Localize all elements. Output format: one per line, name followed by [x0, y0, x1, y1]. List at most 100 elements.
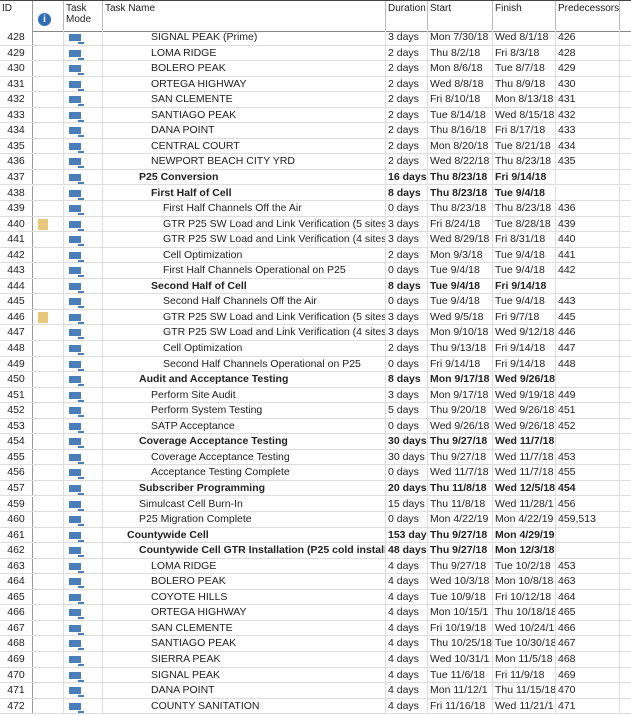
start-cell[interactable]: Thu 11/8/18 — [428, 496, 493, 512]
indicator-cell[interactable] — [33, 45, 64, 61]
table-row[interactable]: 438 First Half of Cell 8 days Thu 8/23/18 Tu… — [0, 185, 631, 202]
indicator-cell[interactable] — [33, 30, 64, 45]
table-row[interactable]: 428 SIGNAL PEAK (Prime) 3 days Mon 7/30/18 W… — [0, 30, 631, 46]
duration-cell[interactable]: 8 days — [386, 278, 428, 294]
finish-cell[interactable]: Fri 8/3/18 — [493, 45, 556, 61]
predecessors-cell[interactable]: 446 — [556, 325, 620, 340]
extra-cell[interactable] — [620, 294, 631, 309]
extra-cell[interactable] — [620, 77, 631, 92]
task-name-cell[interactable]: Cell Optimization — [103, 247, 386, 263]
table-row[interactable]: 467 SAN CLEMENTE 4 days Fri 10/19/18 Wed 10/… — [0, 620, 631, 637]
task-mode-cell[interactable] — [64, 683, 103, 698]
indicator-cell[interactable] — [33, 636, 64, 651]
start-cell[interactable]: Mon 11/12/1 — [428, 683, 493, 698]
indicator-cell[interactable] — [33, 667, 64, 683]
finish-cell[interactable]: Wed 9/12/18 — [495, 325, 556, 340]
predecessors-cell[interactable]: 471 — [556, 698, 620, 714]
duration-cell[interactable]: 0 days — [386, 294, 428, 309]
duration-cell[interactable]: 2 days — [386, 138, 428, 154]
task-name-cell[interactable]: COUNTY SANITATION — [103, 698, 386, 714]
start-cell[interactable]: Fri 9/14/18 — [428, 356, 493, 372]
duration-cell[interactable]: 0 days — [386, 356, 428, 372]
duration-cell[interactable]: 153 days — [388, 527, 428, 543]
extra-cell[interactable] — [620, 357, 631, 372]
id-cell[interactable]: 465 — [0, 589, 33, 605]
predecessors-cell[interactable] — [556, 185, 620, 201]
start-cell[interactable]: Thu 9/27/18 — [428, 434, 493, 449]
task-mode-cell[interactable] — [64, 465, 103, 480]
table-row[interactable]: 448 Cell Optimization 2 days Thu 9/13/18 Fri… — [0, 341, 631, 357]
finish-cell[interactable]: Mon 4/22/19 — [493, 512, 556, 527]
id-cell[interactable]: 451 — [0, 387, 33, 403]
extra-cell[interactable] — [620, 559, 631, 574]
table-row[interactable]: 465 COYOTE HILLS 4 days Tue 10/9/18 Fri 10/1… — [0, 589, 631, 606]
extra-cell[interactable] — [620, 217, 631, 232]
table-row[interactable]: 435 CENTRAL COURT 2 days Mon 8/20/18 Tue 8/2… — [0, 138, 631, 155]
table-row[interactable]: 451 Perform Site Audit 3 days Mon 9/17/18 We… — [0, 387, 631, 404]
table-row[interactable]: 429 LOMA RIDGE 2 days Thu 8/2/18 Fri 8/3/18 4… — [0, 45, 631, 62]
start-cell[interactable]: Mon 8/20/18 — [428, 138, 493, 154]
id-cell[interactable]: 469 — [0, 652, 33, 667]
indicator-cell[interactable] — [33, 201, 64, 216]
task-name-cell[interactable]: Countywide Cell GTR Installation (P25 co… — [103, 543, 386, 558]
task-name-cell[interactable]: P25 Migration Complete — [103, 512, 386, 527]
finish-cell[interactable]: Fri 9/14/18 — [493, 169, 556, 185]
start-cell[interactable]: Mon 10/15/1 — [428, 605, 493, 620]
table-row[interactable]: 454 Coverage Acceptance Testing 30 days Thu… — [0, 434, 631, 450]
extra-cell[interactable] — [620, 92, 631, 107]
finish-cell[interactable]: Wed 8/1/18 — [493, 30, 556, 45]
duration-cell[interactable]: 0 days — [386, 512, 428, 527]
id-cell[interactable]: 459 — [0, 496, 33, 512]
finish-cell[interactable]: Wed 12/5/18 — [495, 480, 556, 496]
predecessors-cell[interactable]: 430 — [556, 76, 620, 92]
predecessors-cell[interactable]: 433 — [556, 123, 620, 138]
duration-cell[interactable]: 4 days — [386, 683, 428, 698]
indicator-cell[interactable] — [33, 263, 64, 278]
extra-cell[interactable] — [620, 590, 631, 605]
start-cell[interactable]: Tue 10/9/18 — [428, 589, 493, 605]
start-cell[interactable]: Wed 8/22/18 — [428, 154, 493, 169]
table-row[interactable]: 433 SANTIAGO PEAK 2 days Tue 8/14/18 Wed 8/1… — [0, 107, 631, 124]
predecessors-cell[interactable]: 434 — [556, 138, 620, 154]
table-row[interactable]: 450 Audit and Acceptance Testing 8 days Mon… — [0, 372, 631, 388]
indicator-cell[interactable] — [33, 123, 64, 138]
finish-cell[interactable]: Fri 11/9/18 — [493, 667, 556, 683]
duration-cell[interactable]: 4 days — [386, 574, 428, 589]
table-row[interactable]: 447 GTR P25 SW Load and Link Verification… — [0, 325, 631, 341]
extra-cell[interactable] — [620, 30, 631, 45]
predecessors-cell[interactable]: 435 — [556, 154, 620, 169]
task-mode-cell[interactable] — [64, 620, 103, 636]
predecessors-cell[interactable]: 448 — [556, 356, 620, 372]
table-row[interactable]: 443 First Half Channels Operational on P2… — [0, 263, 631, 279]
finish-cell[interactable]: Fri 8/31/18 — [493, 232, 556, 247]
finish-cell[interactable]: Wed 11/21/1 — [493, 698, 556, 714]
id-cell[interactable]: 450 — [0, 372, 33, 387]
task-name-cell[interactable]: LOMA RIDGE — [103, 558, 386, 574]
duration-cell[interactable]: 4 days — [386, 652, 428, 667]
task-mode-cell[interactable] — [64, 341, 103, 356]
extra-cell[interactable] — [620, 605, 631, 620]
table-row[interactable]: 464 BOLERO PEAK 4 days Wed 10/3/18 Mon 10/8/… — [0, 574, 631, 590]
start-cell[interactable]: Fri 8/10/18 — [428, 92, 493, 107]
id-cell[interactable]: 461 — [0, 527, 33, 543]
indicator-cell[interactable] — [33, 294, 64, 309]
table-row[interactable]: 472 COUNTY SANITATION 4 days Fri 11/16/18 We… — [0, 698, 631, 715]
table-row[interactable]: 446 GTR P25 SW Load and Link Verification… — [0, 309, 631, 326]
task-name-cell[interactable]: GTR P25 SW Load and Link Verification (5… — [103, 309, 386, 325]
id-cell[interactable]: 440 — [0, 216, 33, 232]
duration-cell[interactable]: 4 days — [386, 667, 428, 683]
task-mode-cell[interactable] — [64, 387, 103, 403]
predecessors-cell[interactable]: 442 — [556, 263, 620, 278]
start-cell[interactable]: Thu 10/25/18 — [430, 636, 493, 651]
id-cell[interactable]: 455 — [0, 449, 33, 465]
id-cell[interactable]: 462 — [0, 543, 33, 558]
predecessors-cell[interactable]: 432 — [556, 107, 620, 123]
start-cell[interactable]: Wed 11/7/18 — [428, 465, 493, 480]
task-mode-cell[interactable] — [64, 512, 103, 527]
task-name-cell[interactable]: P25 Conversion — [103, 169, 386, 185]
task-name-cell[interactable]: Cell Optimization — [103, 341, 386, 356]
indicator-cell[interactable] — [33, 465, 64, 480]
predecessors-cell[interactable]: 453 — [556, 558, 620, 574]
indicator-cell[interactable] — [33, 698, 64, 714]
finish-cell[interactable]: Tue 10/2/18 — [493, 558, 556, 574]
